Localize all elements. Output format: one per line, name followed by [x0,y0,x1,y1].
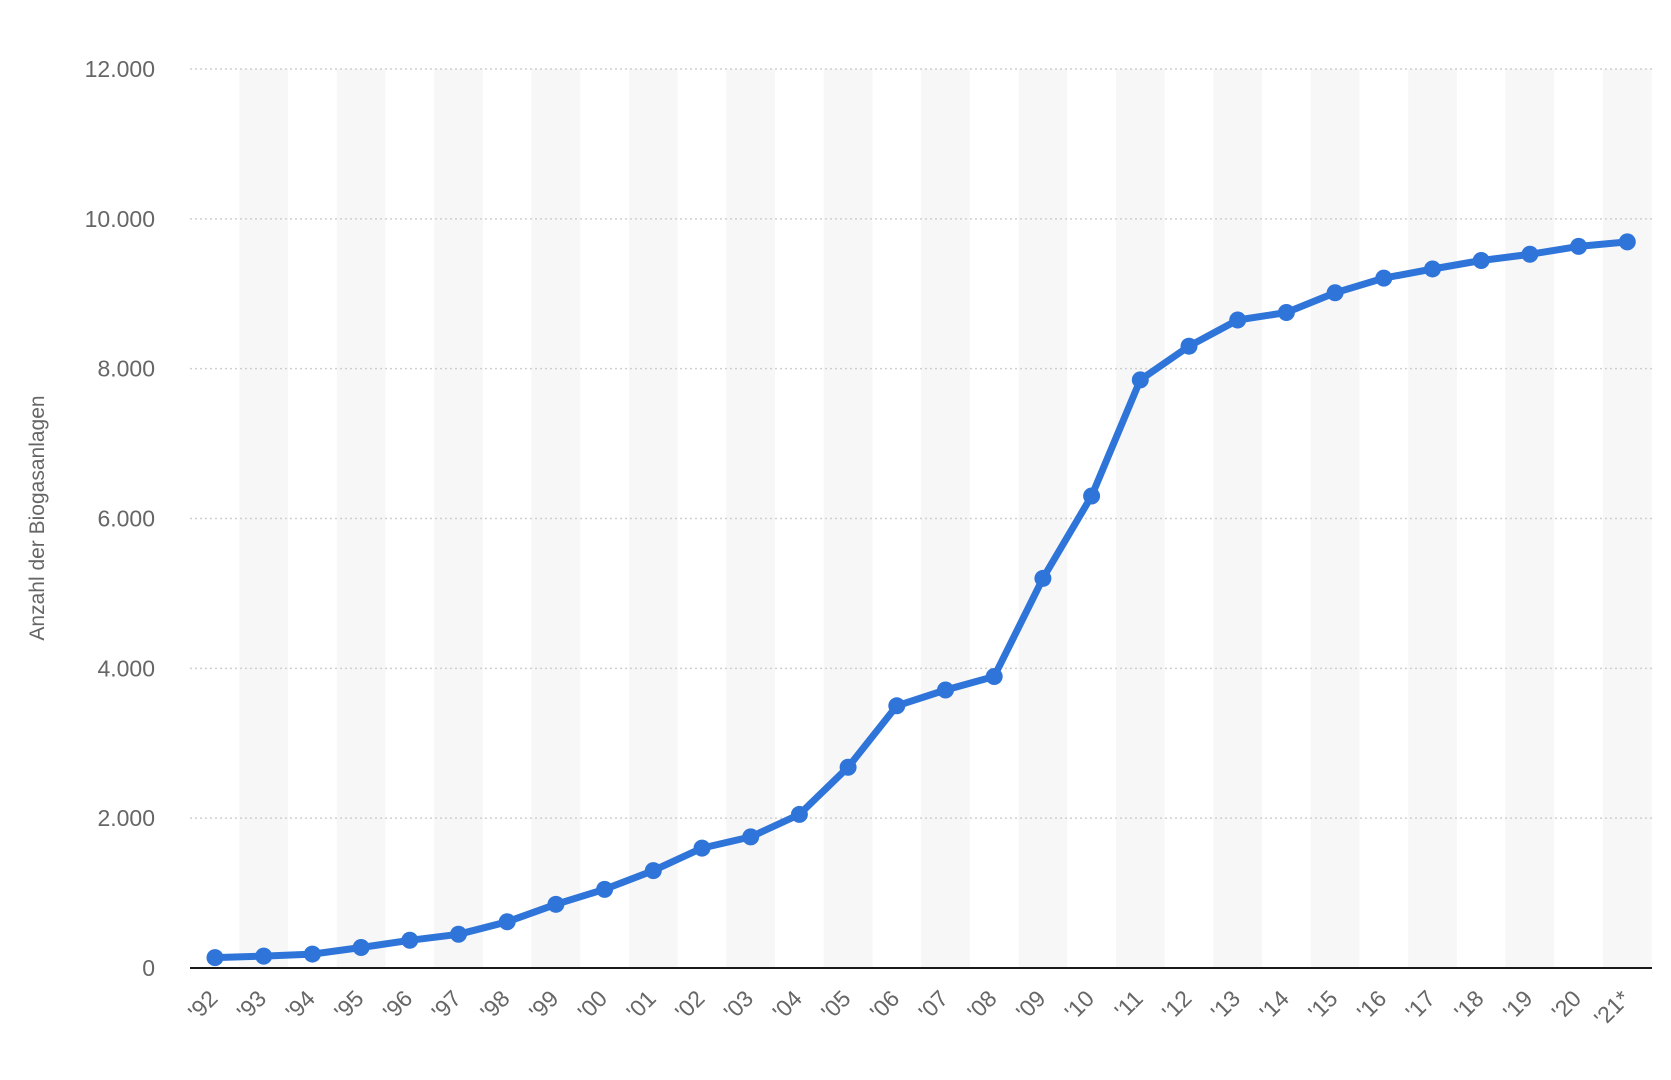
data-point[interactable] [547,895,565,913]
data-point[interactable] [352,938,370,956]
data-point[interactable] [790,805,808,823]
x-tick-label: '10 [1060,985,1100,1025]
data-point[interactable] [596,880,614,898]
data-point[interactable] [255,947,273,965]
data-point[interactable] [1570,237,1588,255]
data-point[interactable] [1375,269,1393,287]
y-tick-label: 0 [142,955,155,981]
x-tick-label: '05 [816,985,856,1025]
x-tick-label: '13 [1206,985,1246,1025]
x-tick-label: '14 [1254,985,1294,1025]
x-tick-label: '19 [1498,985,1538,1025]
gridlines [190,68,1652,819]
x-tick-label: '09 [1011,985,1051,1025]
x-tick-label: '00 [573,985,613,1025]
data-point[interactable] [1277,303,1295,321]
x-tick-label: '04 [767,985,807,1025]
x-tick-label: '03 [719,985,759,1025]
data-point[interactable] [1618,233,1636,251]
data-point[interactable] [1472,251,1490,269]
data-point[interactable] [498,913,516,931]
x-axis-ticks: '92'93'94'95'96'97'98'99'00'01'02'03'04 '… [183,985,1635,1031]
x-tick-label: '96 [378,985,418,1025]
data-point[interactable] [888,697,906,715]
x-tick-label: '20 [1547,985,1587,1025]
x-tick-label: '01 [621,985,661,1025]
x-tick-label: '16 [1352,985,1392,1025]
data-point[interactable] [1180,337,1198,355]
data-point[interactable] [644,862,662,880]
x-tick-label: '08 [962,985,1002,1025]
category-band [239,69,289,968]
y-tick-label: 10.000 [85,206,155,232]
y-axis-label: Anzahl der Biogasanlagen [26,395,49,640]
x-tick-label: '92 [183,985,223,1025]
data-points [206,233,1636,967]
data-point[interactable] [839,758,857,776]
x-tick-label: '18 [1449,985,1489,1025]
data-point[interactable] [742,828,760,846]
category-band [628,69,678,968]
data-point[interactable] [1326,284,1344,302]
x-tick-label: '02 [670,985,710,1025]
data-point[interactable] [693,839,711,857]
data-point[interactable] [985,667,1003,685]
category-band [434,69,483,968]
data-point[interactable] [1229,311,1247,329]
data-point[interactable] [1131,371,1149,389]
x-tick-label: '11 [1109,985,1147,1023]
x-tick-label: '99 [524,985,564,1025]
x-tick-label: '95 [329,985,369,1025]
data-point[interactable] [1083,487,1101,505]
y-axis-ticks: 0 2.000 4.000 6.000 8.000 10.000 12.000 [85,56,155,981]
y-tick-label: 6.000 [97,506,155,532]
x-tick-label: '97 [426,985,466,1025]
data-point[interactable] [1521,245,1539,263]
data-point[interactable] [303,945,321,963]
data-point[interactable] [1424,260,1441,278]
data-point[interactable] [401,931,419,949]
y-tick-label: 8.000 [97,356,155,382]
y-tick-label: 2.000 [97,805,155,831]
x-tick-label: '21* [1589,985,1635,1031]
data-point[interactable] [937,681,954,699]
x-tick-label: '15 [1303,985,1343,1025]
x-tick-label: '94 [280,985,320,1025]
data-point[interactable] [206,949,224,967]
x-tick-label: '07 [913,985,953,1025]
y-tick-label: 4.000 [97,655,155,681]
x-tick-label: '06 [865,985,905,1025]
x-tick-label: '93 [232,985,272,1025]
x-tick-label: '12 [1157,985,1197,1025]
data-point[interactable] [450,925,467,943]
x-tick-label: '17 [1400,985,1440,1025]
data-point[interactable] [1034,569,1052,587]
x-tick-label: '98 [475,985,515,1025]
y-tick-label: 12.000 [85,56,155,82]
